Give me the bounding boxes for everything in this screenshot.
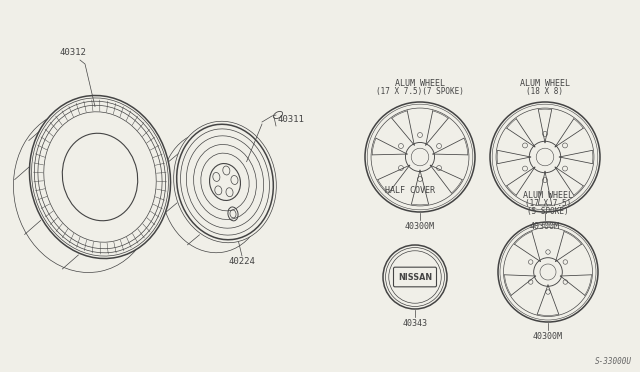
Text: ALUM WHEEL: ALUM WHEEL [520,79,570,88]
Text: 40312: 40312 [60,48,86,57]
Text: (17 X 7.5): (17 X 7.5) [525,199,571,208]
Text: 40300M: 40300M [533,332,563,341]
Circle shape [504,228,593,317]
Text: 40300M: 40300M [530,222,560,231]
Text: 40311: 40311 [278,115,305,124]
Circle shape [371,108,469,206]
Text: (17 X 7.5)(7 SPOKE): (17 X 7.5)(7 SPOKE) [376,87,464,96]
Ellipse shape [162,131,264,253]
Circle shape [529,141,561,173]
Text: S-33000U: S-33000U [595,357,632,366]
Ellipse shape [29,96,171,259]
Ellipse shape [209,164,241,201]
Circle shape [496,108,594,206]
Text: NISSAN: NISSAN [398,273,432,282]
Circle shape [490,102,600,212]
Circle shape [365,102,475,212]
Text: HALF COVER: HALF COVER [385,186,435,195]
FancyBboxPatch shape [394,267,436,287]
Ellipse shape [173,121,276,243]
Text: 40300M: 40300M [405,222,435,231]
Circle shape [383,245,447,309]
Text: ALUM WHEEL: ALUM WHEEL [395,79,445,88]
Circle shape [406,142,435,171]
Ellipse shape [62,133,138,221]
Text: 40224: 40224 [228,257,255,266]
Circle shape [388,251,441,303]
Text: (18 X 8): (18 X 8) [527,87,563,96]
Circle shape [498,222,598,322]
Circle shape [534,258,563,286]
Text: ALUM WHEEL: ALUM WHEEL [523,191,573,200]
Text: 40343: 40343 [403,319,428,328]
Text: (5 SPOKE): (5 SPOKE) [527,207,569,216]
